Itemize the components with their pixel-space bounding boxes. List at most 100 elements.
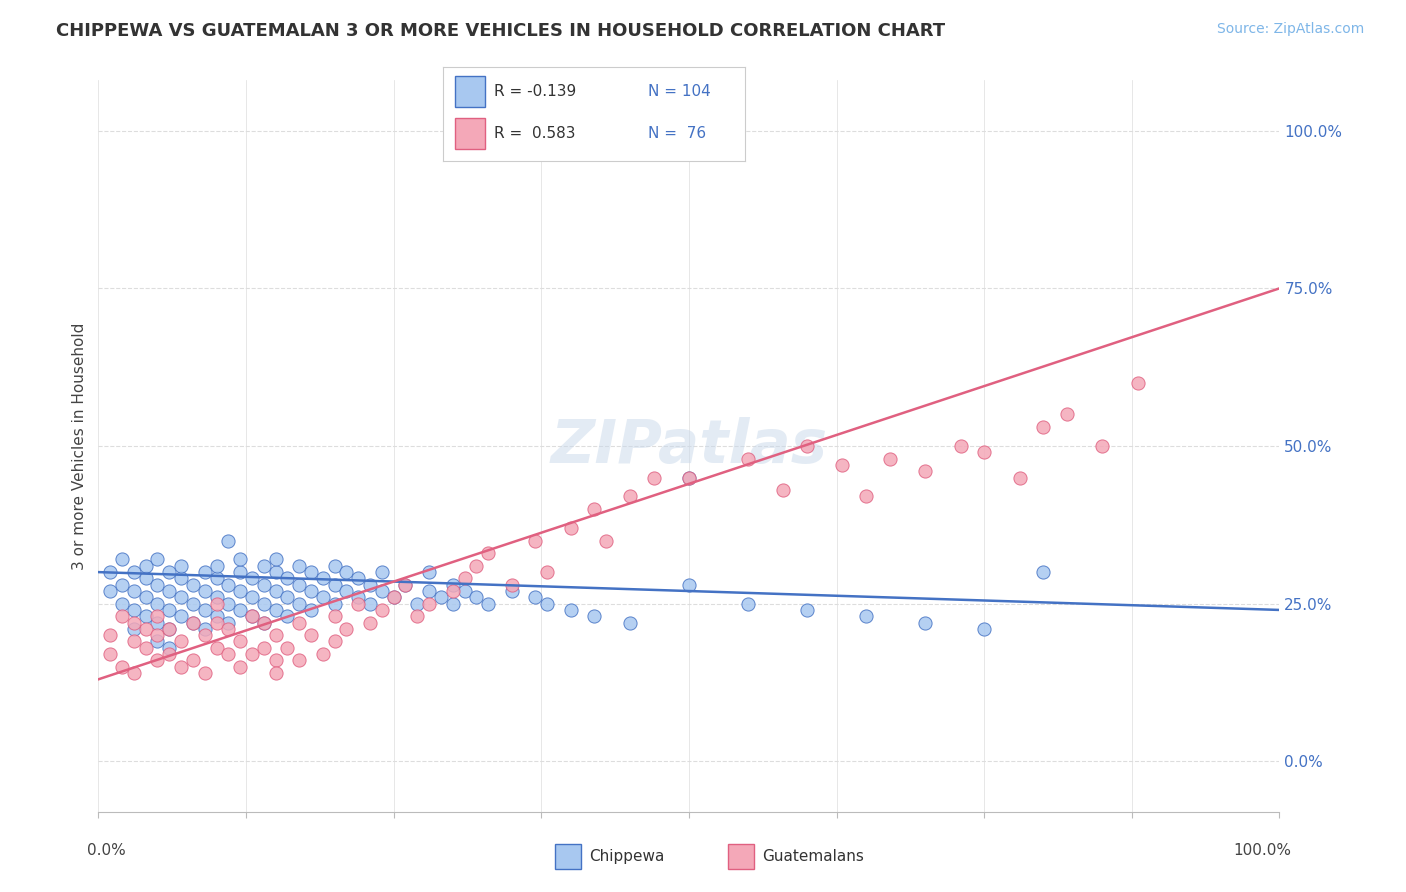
Bar — [555, 844, 581, 869]
Point — [181, 615, 204, 630]
Point — [465, 558, 488, 573]
Point — [619, 490, 641, 504]
Bar — [728, 844, 754, 869]
Point — [111, 597, 134, 611]
Point — [1056, 408, 1078, 422]
Point — [194, 584, 217, 599]
Point — [217, 647, 239, 661]
Point — [146, 628, 169, 642]
Point — [146, 609, 169, 624]
Point — [135, 609, 157, 624]
Point — [253, 615, 276, 630]
Point — [194, 603, 217, 617]
Point — [359, 597, 381, 611]
Point — [914, 615, 936, 630]
Point — [240, 591, 263, 605]
Text: Guatemalans: Guatemalans — [762, 849, 863, 863]
Point — [524, 591, 547, 605]
Point — [737, 597, 759, 611]
Point — [157, 584, 180, 599]
Point — [737, 451, 759, 466]
Point — [453, 571, 475, 585]
Point — [288, 558, 311, 573]
Point — [1032, 420, 1054, 434]
Point — [264, 653, 287, 667]
Text: Source: ZipAtlas.com: Source: ZipAtlas.com — [1216, 22, 1364, 37]
Point — [194, 665, 217, 680]
Point — [229, 603, 252, 617]
Point — [855, 490, 877, 504]
Point — [441, 597, 464, 611]
Point — [240, 571, 263, 585]
Point — [170, 558, 193, 573]
Bar — [456, 119, 485, 149]
Point — [135, 558, 157, 573]
Point — [217, 615, 239, 630]
Point — [240, 609, 263, 624]
Point — [536, 565, 558, 579]
Point — [371, 584, 394, 599]
Point — [323, 578, 346, 592]
Point — [524, 533, 547, 548]
Point — [111, 659, 134, 673]
Point — [394, 578, 416, 592]
Point — [146, 653, 169, 667]
Point — [560, 521, 582, 535]
Point — [170, 609, 193, 624]
Point — [406, 609, 429, 624]
Point — [181, 615, 204, 630]
Point — [583, 502, 606, 516]
Point — [205, 571, 228, 585]
Point — [194, 622, 217, 636]
Point — [122, 622, 145, 636]
Point — [312, 647, 335, 661]
Point — [323, 597, 346, 611]
Point — [418, 565, 440, 579]
Point — [276, 640, 298, 655]
Point — [135, 571, 157, 585]
Point — [146, 634, 169, 648]
Point — [170, 591, 193, 605]
Point — [122, 615, 145, 630]
Point — [299, 603, 322, 617]
Point — [157, 640, 180, 655]
Point — [122, 665, 145, 680]
Point — [217, 597, 239, 611]
Text: N =  76: N = 76 — [648, 127, 707, 141]
Point — [595, 533, 617, 548]
Text: ZIPatlas: ZIPatlas — [550, 417, 828, 475]
Point — [418, 584, 440, 599]
Point — [157, 647, 180, 661]
Text: R = -0.139: R = -0.139 — [495, 84, 576, 99]
Point — [831, 458, 853, 472]
Point — [643, 470, 665, 484]
Point — [229, 584, 252, 599]
Text: Chippewa: Chippewa — [589, 849, 665, 863]
Point — [382, 591, 405, 605]
Point — [382, 591, 405, 605]
Point — [170, 571, 193, 585]
Text: CHIPPEWA VS GUATEMALAN 3 OR MORE VEHICLES IN HOUSEHOLD CORRELATION CHART: CHIPPEWA VS GUATEMALAN 3 OR MORE VEHICLE… — [56, 22, 945, 40]
Point — [264, 665, 287, 680]
Point — [1008, 470, 1031, 484]
Point — [146, 615, 169, 630]
Point — [678, 470, 700, 484]
Point — [855, 609, 877, 624]
Point — [1032, 565, 1054, 579]
Point — [181, 653, 204, 667]
Point — [406, 597, 429, 611]
Point — [205, 591, 228, 605]
Point — [371, 565, 394, 579]
Point — [229, 634, 252, 648]
Point — [264, 603, 287, 617]
Point — [157, 622, 180, 636]
Point — [229, 565, 252, 579]
Point — [253, 558, 276, 573]
Point — [312, 571, 335, 585]
Point — [678, 578, 700, 592]
Point — [501, 584, 523, 599]
Point — [253, 640, 276, 655]
Point — [111, 578, 134, 592]
Point — [583, 609, 606, 624]
Point — [323, 558, 346, 573]
